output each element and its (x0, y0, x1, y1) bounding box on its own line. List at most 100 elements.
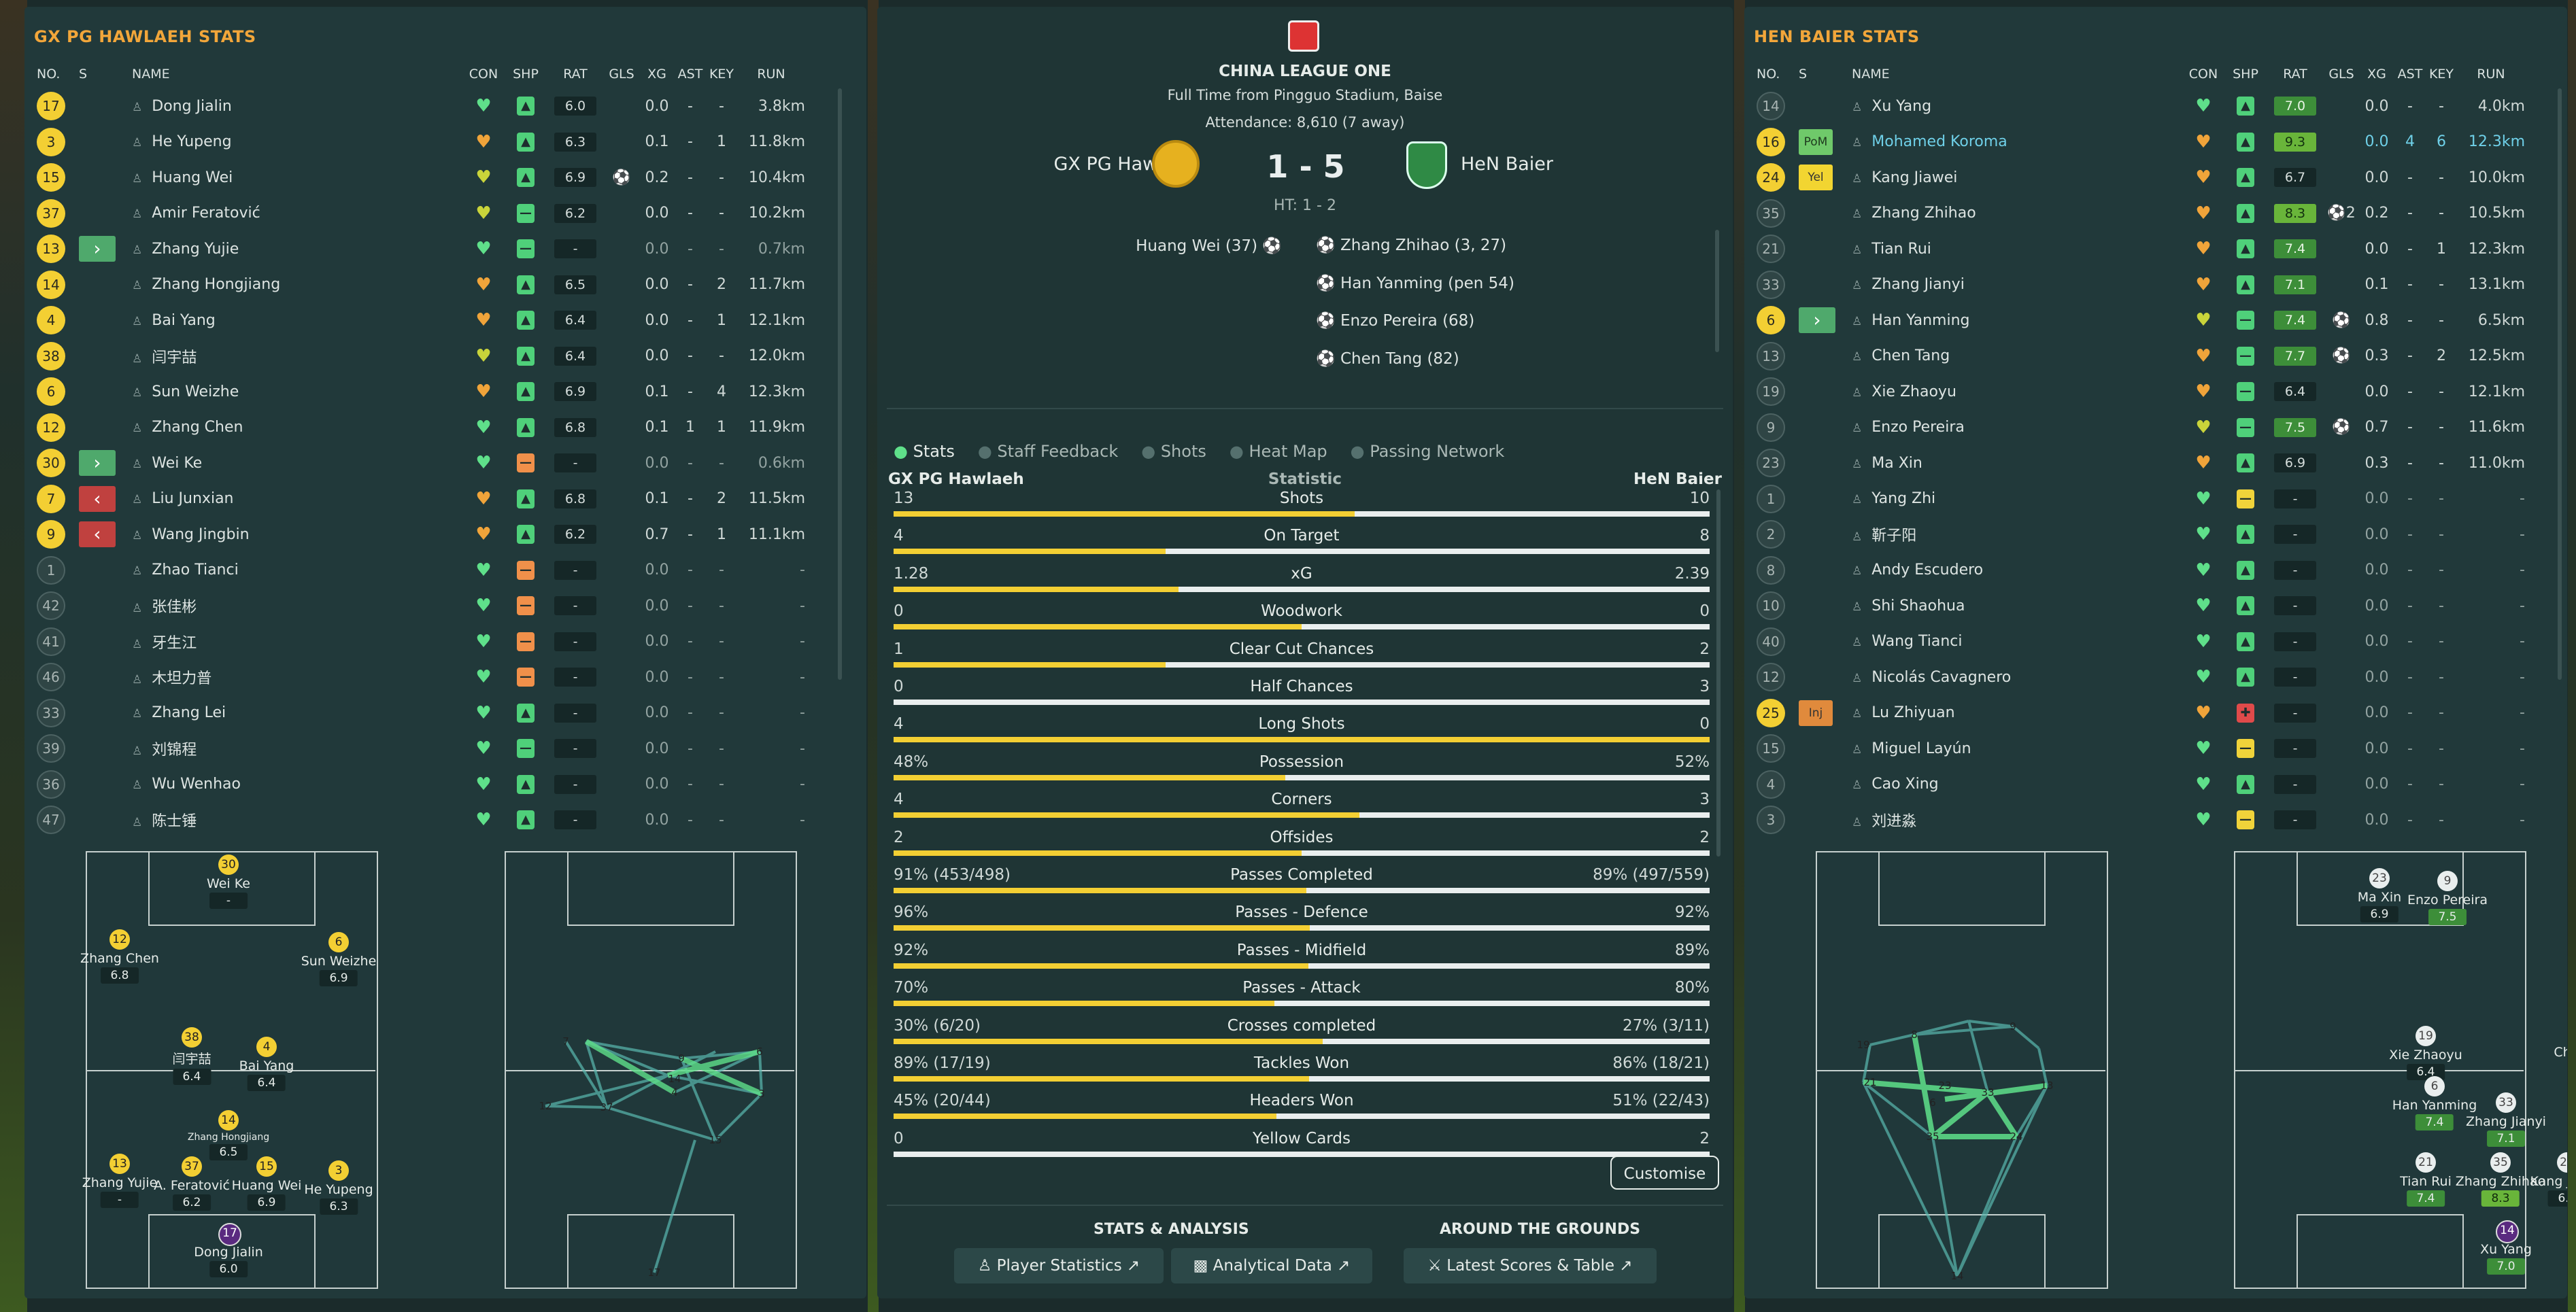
player-name[interactable]: 闫宇喆 (152, 349, 197, 366)
player-name[interactable]: Tian Rui (1871, 240, 1931, 258)
column-header[interactable]: AST (677, 67, 703, 82)
table-row[interactable]: 6 › ♙ Han Yanming ♥ —7.4 ⚽ 0.8- -6.5km (1747, 303, 2525, 339)
column-header[interactable]: S (79, 67, 88, 82)
table-row[interactable]: 41 ♙ 牙生江 ♥ — -0.0- - - (27, 624, 805, 660)
table-row[interactable]: 25 Inj ♙ Lu Zhiyuan ♥ ✚ -0.0- - - (1747, 695, 2525, 731)
network-node[interactable]: 33 (1981, 1086, 1995, 1099)
column-header[interactable]: AST (2397, 67, 2423, 82)
player-name[interactable]: Wei Ke (152, 454, 203, 472)
player-name[interactable]: 刘锦程 (152, 742, 197, 759)
network-node[interactable]: 13 (2040, 1080, 2054, 1092)
player-name[interactable]: Huang Wei (152, 169, 233, 186)
player-name[interactable]: 木坦力普 (152, 670, 212, 688)
player-name[interactable]: Xu Yang (1871, 97, 1932, 115)
table-row[interactable]: 23 ♙ Ma Xin ♥ ▲ 6.9 0.3- -11.0km (1747, 445, 2525, 481)
tab-heat-map[interactable]: ● Heat Map (1230, 442, 1327, 461)
tab-shots[interactable]: ● Shots (1141, 442, 1206, 461)
table-row[interactable]: 24 Yel ♙ Kang Jiawei ♥ ▲ 6.7 0.0 - - 10.0km (1747, 160, 2525, 196)
player-name[interactable]: Wu Wenhao (152, 776, 241, 793)
table-row[interactable]: 35 ♙ Zhang Zhihao ♥ ▲ 8.3 ⚽2 0.2 - - 10.5km (1747, 196, 2525, 232)
player-name[interactable]: Wang Jingbin (152, 525, 250, 543)
player-name[interactable]: Nicolás Cavagnero (1871, 668, 2012, 686)
table-row[interactable]: 33 ♙ Zhang Lei ♥ ▲ -0.0- - - (27, 695, 805, 731)
roster-scrollbar[interactable] (838, 88, 842, 680)
table-row[interactable]: 46 ♙ 木坦力普 ♥ — -0.0- - - (27, 659, 805, 695)
network-node[interactable]: 7 (562, 1035, 569, 1048)
column-header[interactable]: RAT (2283, 67, 2307, 82)
customise-button[interactable]: Customise (1610, 1156, 1719, 1190)
player-name[interactable]: 陈士锤 (152, 813, 197, 831)
network-node[interactable]: 14 (1950, 1270, 1964, 1282)
network-node[interactable]: 37 (600, 1101, 613, 1114)
network-node[interactable]: 12 (539, 1100, 552, 1112)
column-header[interactable]: SHP (2233, 67, 2258, 82)
network-node[interactable]: 35 (1926, 1130, 1939, 1143)
player-name[interactable]: Zhang Lei (152, 704, 226, 722)
table-row[interactable]: 1 ♙ Yang Zhi ♥ — -0.0- - - (1747, 481, 2525, 517)
table-row[interactable]: 47 ♙ 陈士锤 ♥ ▲ -0.0- - - (27, 802, 805, 838)
away-team-badge-icon[interactable] (1406, 141, 1447, 189)
player-name[interactable]: Liu Junxian (152, 490, 234, 508)
table-row[interactable]: 9 ♙ Enzo Pereira ♥ — 7.5 ⚽ 0.7 - - 11.6km (1747, 410, 2525, 446)
tab-stats[interactable]: ● Stats (894, 442, 955, 461)
player-name[interactable]: Xie Zhaoyu (1871, 383, 1956, 400)
table-row[interactable]: 38 ♙ 闫宇喆 ♥ ▲ 6.4 0.0 - - 12.0km (27, 339, 805, 375)
scorers-scrollbar[interactable] (1715, 230, 1719, 352)
table-row[interactable]: 14 ♙ Zhang Hongjiang ♥ ▲ 6.5 0.0 - 2 11.7km (27, 267, 805, 303)
network-node[interactable]: 6 (756, 1046, 763, 1058)
table-row[interactable]: 9 ‹ ♙ Wang Jingbin ♥ ▲ 6.2 0.7 - 1 11.1km (27, 517, 805, 553)
table-row[interactable]: 37 ♙ Amir Feratović ♥ — 6.2 0.0 - - 10.2km (27, 196, 805, 232)
table-row[interactable]: 15 ♙ Miguel Layún ♥ — -0.0- - - (1747, 731, 2525, 767)
table-row[interactable]: 33 ♙ Zhang Jianyi ♥ ▲ 7.1 0.1- -13.1km (1747, 267, 2525, 303)
table-row[interactable]: 15 ♙ Huang Wei ♥ ▲ 6.9 ⚽ 0.2 - - 10.4km (27, 160, 805, 196)
table-row[interactable]: 2 ♙ 靳子阳 ♥ ▲ -0.0- - - (1747, 517, 2525, 553)
table-row[interactable]: 17 ♙ Dong Jialin ♥ ▲ 6.0 0.0 - - 3.8km (27, 88, 805, 124)
player-name[interactable]: Zhang Hongjiang (152, 276, 281, 294)
column-header[interactable]: NO. (37, 67, 61, 82)
network-node[interactable]: 9 (2010, 1020, 2016, 1033)
table-row[interactable]: 30 › ♙ Wei Ke ♥ — -0.0- -0.6km (27, 445, 805, 481)
player-name[interactable]: Lu Zhiyuan (1871, 704, 1955, 722)
column-header[interactable]: GLS (2328, 67, 2354, 82)
player-name[interactable]: Zhao Tianci (152, 562, 239, 579)
player-name[interactable]: Enzo Pereira (1871, 419, 1965, 436)
column-header[interactable]: RUN (2477, 67, 2505, 82)
table-row[interactable]: 19 ♙ Xie Zhaoyu ♥ — 6.4 0.0 - - 12.1km (1747, 374, 2525, 410)
network-node[interactable]: 3 (758, 1088, 765, 1100)
tab-staff-feedback[interactable]: ● Staff Feedback (978, 442, 1118, 461)
table-row[interactable]: 4 ♙ Cao Xing ♥ ▲ -0.0- - - (1747, 767, 2525, 803)
column-header[interactable]: CON (469, 67, 498, 82)
player-name[interactable]: Zhang Jianyi (1871, 276, 1965, 294)
player-name[interactable]: Shi Shaohua (1871, 597, 1965, 615)
player-name[interactable]: Wang Tianci (1871, 633, 1963, 651)
table-row[interactable]: 1 ♙ Zhao Tianci ♥ — -0.0- - - (27, 553, 805, 589)
network-node[interactable]: 4 (671, 1086, 678, 1099)
table-row[interactable]: 3 ♙ 刘进淼 ♥ — -0.0- - - (1747, 802, 2525, 838)
player-name[interactable]: 牙生江 (152, 634, 197, 652)
column-header[interactable]: SHP (513, 67, 539, 82)
network-node[interactable]: 21 (1863, 1076, 1877, 1088)
player-name[interactable]: Bai Yang (152, 311, 216, 329)
home-team-badge-icon[interactable] (1152, 140, 1200, 188)
player-name[interactable]: Amir Feratović (152, 205, 260, 222)
column-header[interactable]: NAME (1852, 67, 1890, 82)
latest-scores-button[interactable]: ⚔ Latest Scores & Table ↗ (1404, 1248, 1657, 1283)
network-node[interactable]: 24 (2010, 1130, 2023, 1143)
table-row[interactable]: 4 ♙ Bai Yang ♥ ▲ 6.4 0.0 - 1 12.1km (27, 303, 805, 339)
column-header[interactable]: KEY (2428, 67, 2454, 82)
table-row[interactable]: 40 ♙ Wang Tianci ♥ ▲ -0.0- - - (1747, 624, 2525, 660)
player-name[interactable]: Cao Xing (1871, 776, 1939, 793)
player-name[interactable]: Zhang Zhihao (1871, 205, 1976, 222)
player-name[interactable]: Zhang Yujie (152, 240, 239, 258)
table-row[interactable]: 13 › ♙ Zhang Yujie ♥ — -0.0- -0.7km (27, 231, 805, 267)
network-node[interactable]: 15 (709, 1134, 722, 1146)
player-name[interactable]: 张佳彬 (152, 599, 197, 617)
table-row[interactable]: 3 ♙ He Yupeng ♥ ▲ 6.3 0.1 - 1 11.8km (27, 124, 805, 160)
network-node[interactable]: 8 (1911, 1029, 1918, 1041)
stats-scrollbar[interactable] (1716, 489, 1721, 857)
player-name[interactable]: Chen Tang (1871, 347, 1950, 365)
network-node[interactable]: 23 (1938, 1080, 1952, 1092)
table-row[interactable]: 39 ♙ 刘锦程 ♥ — -0.0- - - (27, 731, 805, 767)
player-name[interactable]: Andy Escudero (1871, 562, 1984, 579)
column-header[interactable]: KEY (709, 67, 734, 82)
